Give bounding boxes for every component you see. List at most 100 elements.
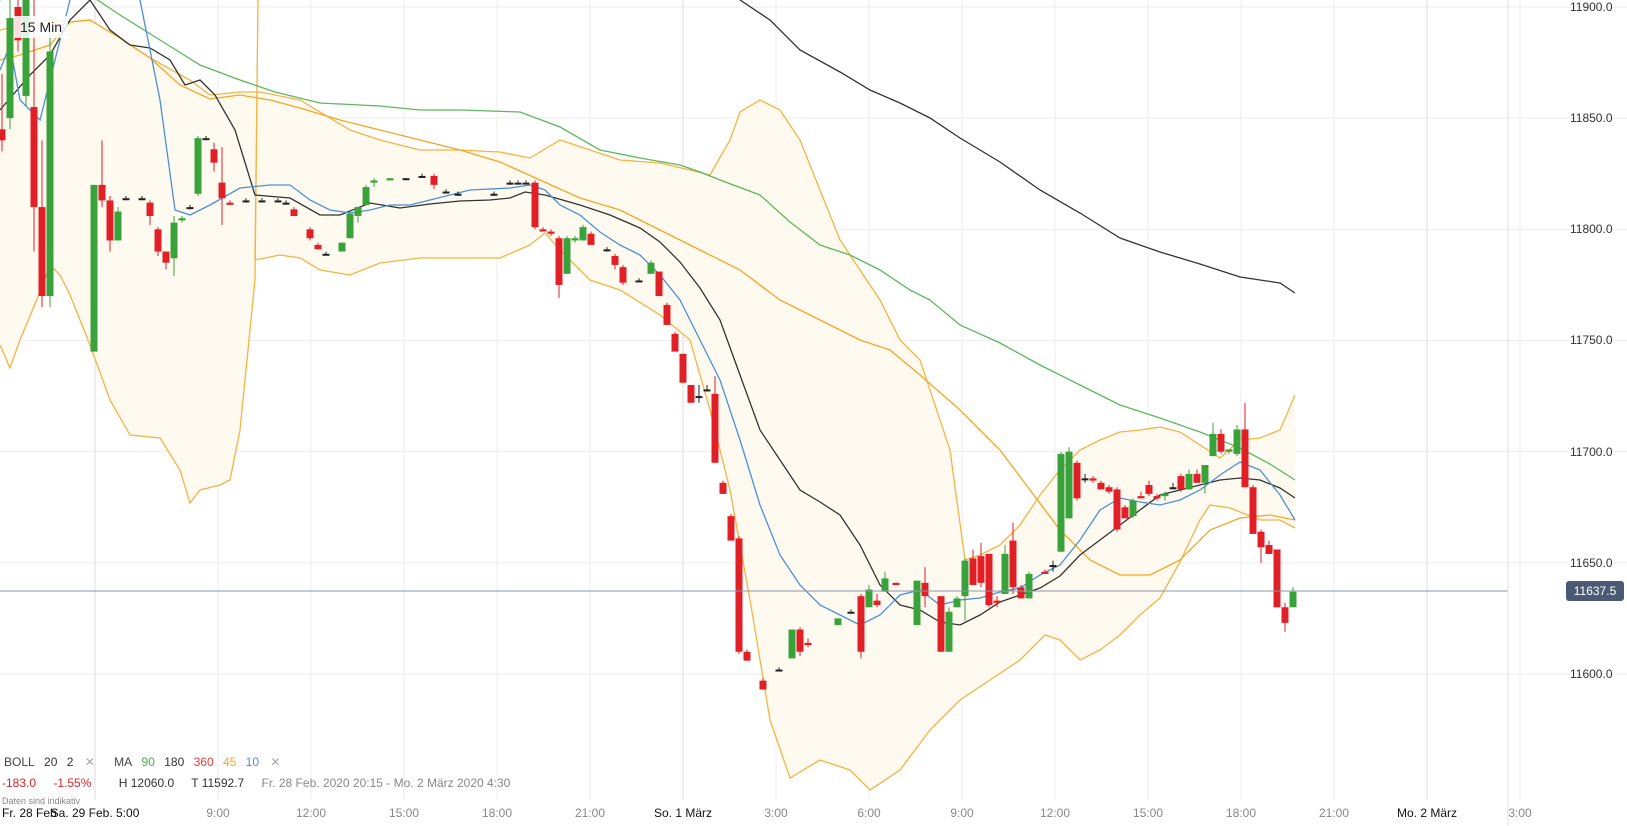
boll-upper-line: [0, 19, 1296, 561]
candle: [306, 227, 314, 241]
candle: [804, 638, 812, 648]
candle: [945, 607, 953, 652]
y-tick-label: 11650.0: [1570, 555, 1613, 570]
y-tick-label: 11800.0: [1570, 222, 1613, 237]
remove-boll-close-icon[interactable]: ✕: [84, 755, 95, 769]
date-range: Fr. 28 Feb. 2020 20:15 - Mo. 2 März 2020…: [261, 776, 511, 790]
candle: [370, 178, 378, 188]
candle: [122, 195, 130, 201]
candle: [178, 215, 186, 223]
candle: [921, 567, 929, 608]
candle: [98, 140, 106, 208]
candle: [703, 384, 711, 392]
candle: [671, 331, 679, 352]
ma-label[interactable]: MA: [114, 755, 133, 769]
x-tick-label: 12:00: [295, 806, 327, 820]
ma10-line: [0, 0, 1296, 626]
boll-stddev: 2: [66, 755, 74, 769]
candle: [788, 629, 796, 659]
candle: [154, 227, 162, 257]
indicative-data-note: Daten sind indikativ: [2, 796, 81, 806]
candle: [743, 649, 751, 661]
candle: [937, 596, 945, 652]
candle: [38, 140, 46, 308]
candle: [1017, 585, 1025, 599]
candle: [834, 618, 842, 626]
x-tick-label: 21:00: [1318, 806, 1350, 820]
candle: [531, 180, 539, 230]
remove-ma-close-icon[interactable]: ✕: [270, 755, 281, 769]
y-tick-label: 11700.0: [1570, 444, 1613, 459]
candle: [1241, 402, 1249, 488]
candle: [1281, 602, 1289, 632]
candle: [430, 173, 438, 190]
candle: [1201, 464, 1209, 494]
candle: [346, 211, 354, 239]
boll-period: 20: [44, 755, 58, 769]
candle: [1217, 429, 1225, 454]
candle: [242, 198, 250, 203]
candle: [282, 200, 290, 205]
candle: [210, 142, 218, 172]
candle: [506, 180, 514, 185]
candle: [1113, 487, 1121, 532]
candle: [1105, 485, 1113, 494]
candle: [969, 549, 977, 586]
candle: [1273, 549, 1281, 608]
x-tick-label: 18:00: [1225, 806, 1257, 820]
candle: [1289, 587, 1297, 608]
candle: [1145, 480, 1153, 497]
x-tick-label: Fr. 28 Feb: [2, 806, 57, 820]
change-value: -183.0: [2, 776, 37, 790]
candle: [202, 135, 210, 141]
candle: [1177, 473, 1185, 492]
candle: [1041, 569, 1049, 574]
boll-label[interactable]: BOLL: [4, 755, 35, 769]
low-value: T 11592.7: [191, 776, 245, 790]
ma-dark-line: [0, 0, 1296, 626]
bollinger-band-fill: [0, 0, 1295, 790]
candle: [647, 260, 655, 274]
candle: [985, 553, 993, 608]
candle: [386, 178, 394, 181]
candle: [22, 0, 30, 108]
candle: [274, 198, 282, 203]
candlesticks: [0, 0, 1297, 690]
candle: [1065, 447, 1073, 519]
candle: [1185, 469, 1193, 490]
candle: [6, 0, 14, 130]
candle: [1009, 522, 1017, 594]
candle: [603, 247, 611, 252]
ma45-line: [0, 19, 1296, 576]
y-tick-label: 11850.0: [1570, 111, 1613, 126]
high-value: H 12060.0: [118, 776, 175, 790]
bollinger-fill: [0, 0, 1295, 790]
candle: [953, 596, 961, 608]
candle: [913, 580, 921, 626]
candle: [727, 513, 735, 541]
candle: [873, 593, 881, 608]
candle: [571, 235, 579, 243]
candle: [759, 678, 767, 690]
candle: [402, 178, 410, 181]
x-tick-label: 3:00: [1508, 806, 1532, 820]
candle: [881, 571, 889, 592]
candle: [442, 189, 450, 194]
candle: [90, 184, 98, 352]
current-price-tag: 11637.5: [1566, 581, 1624, 601]
candle: [1049, 560, 1057, 572]
candle: [1121, 505, 1129, 519]
candle: [961, 558, 969, 621]
interval-label[interactable]: 15 Min: [14, 16, 69, 38]
candle: [170, 215, 178, 277]
ma45-period: 45: [222, 755, 237, 769]
candle: [655, 271, 663, 297]
ma180-period: 180: [164, 755, 185, 769]
candle: [555, 235, 563, 299]
candle: [1265, 540, 1273, 554]
candle: [547, 229, 555, 236]
candle: [30, 0, 38, 252]
x-tick-label: 12:00: [1039, 806, 1071, 820]
x-tick-label: 15:00: [1132, 806, 1164, 820]
